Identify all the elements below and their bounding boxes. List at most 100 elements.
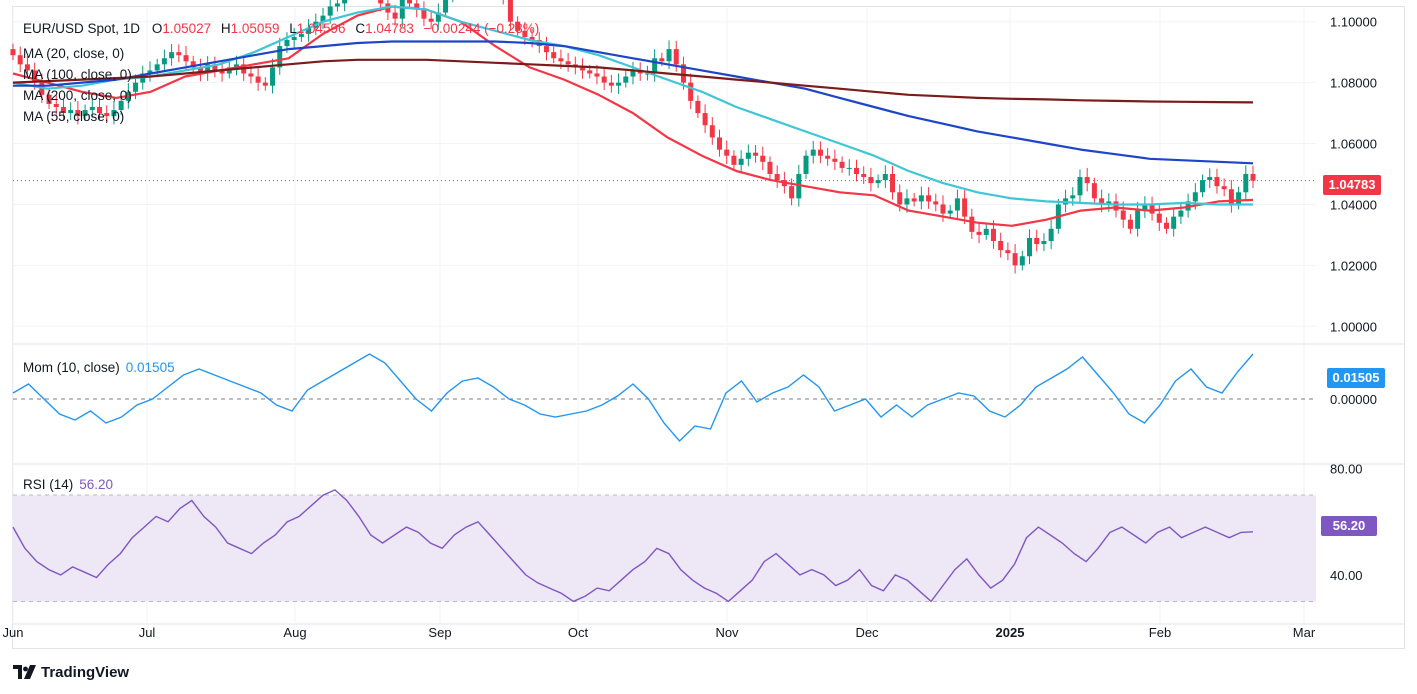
candle-body (861, 174, 867, 178)
candle-body (1019, 256, 1025, 266)
candle-body (832, 158, 838, 162)
candle-body (1120, 210, 1126, 220)
candle-body (414, 3, 420, 10)
candle-body (522, 30, 528, 37)
x-tick-label: Oct (568, 625, 589, 640)
x-tick-label: Nov (715, 625, 739, 640)
candle-body (82, 110, 88, 117)
candle-body (1077, 177, 1083, 196)
candle-body (1005, 250, 1011, 254)
rsi-legend[interactable]: RSI (14) 56.20 (23, 474, 113, 495)
candle-body (197, 67, 203, 74)
candle-body (277, 46, 283, 68)
candle-body (1135, 210, 1141, 229)
candle-body (89, 106, 95, 111)
candle-body (976, 231, 982, 235)
candle-body (1106, 201, 1112, 205)
candle-body (1221, 186, 1227, 190)
rsi-value-tag: 56.20 (1321, 516, 1377, 536)
momentum-legend[interactable]: Mom (10, close) 0.01505 (23, 357, 175, 378)
candle-body (443, 0, 449, 13)
candle-body (515, 21, 521, 31)
x-tick-label: Jul (139, 625, 156, 640)
candle-body (1113, 201, 1119, 211)
candle-body (1099, 198, 1105, 205)
candle-body (897, 192, 903, 205)
tradingview-logo-icon (13, 665, 36, 679)
candle-body (248, 73, 254, 77)
candle-body (608, 82, 614, 86)
candle-body (1012, 253, 1018, 266)
ma200-legend[interactable]: MA (200, close, 0) (23, 88, 132, 103)
candle-body (284, 39, 290, 47)
candle-body (853, 167, 859, 174)
candle-body (738, 158, 744, 165)
candle-body (594, 73, 600, 77)
candle-body (990, 228, 996, 242)
candle-body (789, 186, 795, 199)
ma20-legend[interactable]: MA (20, close, 0) (23, 46, 125, 61)
candle-body (407, 0, 413, 4)
candle-body (529, 36, 535, 40)
candle-body (205, 64, 211, 74)
momentum-value-tag: 0.01505 (1327, 368, 1385, 388)
rsi-y-tick-label: 40.00 (1330, 568, 1363, 583)
candle-body (558, 58, 564, 62)
candle-body (810, 149, 816, 156)
ma55-line (12, 5, 1253, 206)
ma100-legend[interactable]: MA (100, close, 0) (23, 67, 132, 82)
candle-body (875, 180, 881, 184)
ohlc-close-label: C (355, 21, 366, 36)
candle-body (1236, 192, 1242, 205)
candle-body (1034, 237, 1040, 245)
rsi-line (12, 489, 1254, 603)
candle-body (1127, 219, 1133, 229)
candle-body (1149, 204, 1155, 214)
candle-body (817, 149, 823, 156)
candle-body (154, 64, 160, 71)
price-y-tick-label: 1.04000 (1330, 197, 1377, 212)
candle-body (587, 70, 593, 74)
candle-body (803, 155, 809, 174)
tradingview-logo[interactable]: TradingView (13, 662, 129, 682)
candle-body (147, 70, 153, 74)
candle-body (666, 49, 672, 62)
candle-body (10, 49, 16, 56)
momentum-line (12, 353, 1254, 443)
candle-body (60, 106, 66, 114)
rsi-band (13, 495, 1316, 602)
candle-body (616, 82, 622, 86)
x-tick-label: Aug (283, 625, 306, 640)
candle-body (644, 73, 650, 75)
candle-body (75, 110, 81, 117)
candle-body (969, 216, 975, 232)
momentum-legend-label: Mom (10, close) (23, 360, 120, 375)
candle-body (1084, 177, 1090, 184)
candle-body (940, 204, 946, 214)
candle-body (1178, 210, 1184, 217)
candle-body (1171, 216, 1177, 229)
candle-body (630, 70, 636, 77)
candle-body (904, 198, 910, 205)
ohlc-close-value: 1.04783 (365, 21, 414, 36)
momentum-y-tick-label: 0.00000 (1330, 392, 1377, 407)
candle-body (926, 195, 932, 202)
candle-body (392, 12, 398, 19)
candle-body (1048, 228, 1054, 242)
candle-body (580, 67, 586, 71)
candle-body (1228, 189, 1234, 205)
symbol-line: EUR/USD Spot, 1D (23, 21, 141, 36)
candle-body (1243, 174, 1249, 193)
candle-body (233, 64, 239, 68)
rsi-legend-value: 56.20 (79, 477, 114, 492)
candle-body (760, 155, 766, 162)
candle-body (918, 195, 924, 202)
rsi-y-tick-label: 80.00 (1330, 462, 1363, 477)
candle-body (1207, 177, 1213, 181)
ma55-legend[interactable]: MA (55, close, 0) (23, 109, 125, 124)
candle-body (1142, 204, 1148, 211)
ohlc-open-label: O (151, 21, 163, 36)
candle-body (659, 58, 665, 62)
candle-body (334, 3, 340, 7)
